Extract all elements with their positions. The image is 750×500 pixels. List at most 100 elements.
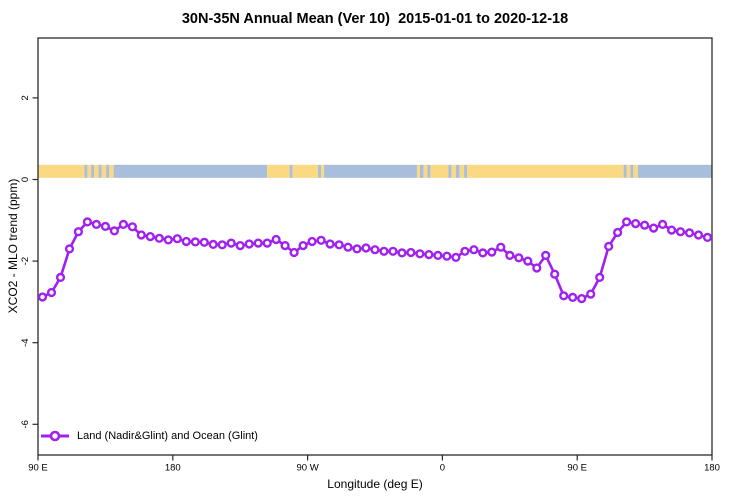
data-point: [370, 245, 380, 255]
map-strip-segment-land: [38, 164, 85, 178]
data-point: [684, 228, 695, 238]
data-point: [550, 269, 560, 279]
map-strip-segment-ocean: [637, 164, 712, 178]
data-point: [154, 233, 164, 243]
map-strip-segment-land: [292, 164, 319, 178]
map-strip-segment-ocean: [289, 164, 293, 178]
data-point: [73, 227, 84, 237]
data-point: [648, 223, 659, 233]
data-point: [559, 291, 569, 301]
x-tick-label: 90 E: [28, 463, 48, 474]
map-strip-segment-land: [101, 164, 107, 178]
data-point: [298, 241, 308, 251]
data-point: [379, 246, 389, 256]
x-tick-label: 180: [704, 463, 720, 474]
data-point: [352, 244, 362, 254]
data-point: [478, 248, 488, 258]
map-strip-segment-ocean: [630, 164, 634, 178]
legend: Land (Nadir&Glint) and Ocean (Glint): [40, 428, 258, 444]
map-strip-segment-land: [423, 164, 428, 178]
data-point: [657, 219, 668, 230]
data-point: [388, 246, 398, 256]
data-point: [595, 272, 605, 283]
data-point: [199, 237, 209, 247]
data-point: [145, 232, 155, 242]
legend-open-circle-icon: [49, 430, 61, 442]
data-point: [469, 245, 479, 255]
map-strip-segment-land: [416, 164, 420, 178]
data-point: [262, 238, 272, 248]
data-point: [397, 248, 407, 258]
map-strip-segment-ocean: [448, 164, 452, 178]
data-point: [612, 227, 623, 238]
map-strip-segment-land: [626, 164, 631, 178]
y-tick-label: 0: [20, 177, 31, 182]
data-point: [172, 234, 182, 244]
data-point: [433, 250, 443, 261]
data-point: [334, 240, 344, 250]
data-point: [586, 289, 596, 299]
map-strip-segment-ocean: [113, 164, 268, 178]
data-point: [208, 239, 218, 250]
data-point: [666, 225, 677, 235]
data-point: [343, 242, 353, 252]
map-strip-segment-ocean: [318, 164, 322, 178]
map-strip-segment-land: [633, 164, 638, 178]
data-point: [226, 238, 236, 248]
data-point: [280, 241, 290, 251]
data-point: [307, 236, 317, 247]
map-strip-segment-land: [267, 164, 290, 178]
map-strip-segment-ocean: [464, 164, 468, 178]
data-point: [271, 234, 281, 245]
data-point: [163, 235, 173, 245]
data-point: [604, 241, 614, 252]
data-point: [415, 249, 425, 259]
data-point: [91, 219, 102, 230]
data-point: [46, 287, 57, 298]
data-point: [541, 250, 551, 261]
data-point: [406, 247, 416, 258]
data-point: [82, 217, 93, 227]
data-point: [244, 239, 254, 249]
data-point: [568, 292, 578, 303]
legend-label: Land (Nadir&Glint) and Ocean (Glint): [77, 430, 258, 442]
map-strip-segment-ocean: [106, 164, 110, 178]
map-strip-segment-land: [459, 164, 465, 178]
map-strip-segment-land: [321, 164, 325, 178]
map-strip-segment-ocean: [324, 164, 417, 178]
data-point: [523, 256, 533, 266]
data-point: [621, 217, 632, 227]
data-point: [127, 222, 138, 232]
data-point: [630, 219, 641, 229]
data-point: [235, 241, 245, 251]
y-tick-label: -4: [20, 338, 31, 346]
data-point: [487, 247, 497, 257]
data-point: [253, 238, 263, 248]
plot-frame: [37, 37, 713, 456]
data-point: [496, 242, 506, 252]
data-point: [460, 246, 470, 256]
data-point: [55, 272, 66, 283]
map-strip-segment-ocean: [419, 164, 424, 178]
map-strip-segment-land: [467, 164, 624, 178]
map-strip-segment-land: [94, 164, 99, 178]
data-point: [702, 232, 713, 243]
data-point: [505, 250, 515, 261]
map-strip-segment-ocean: [455, 164, 460, 178]
data-point: [64, 244, 75, 254]
data-point: [316, 235, 326, 245]
data-point: [100, 221, 111, 232]
data-point: [325, 239, 335, 249]
data-point: [118, 219, 129, 230]
map-strip-segment-ocean: [98, 164, 102, 178]
data-point: [424, 250, 434, 260]
x-tick-label: 90 E: [567, 463, 587, 474]
chart-title: 30N-35N Annual Mean (Ver 10) 2015-01-01 …: [181, 11, 569, 27]
data-point: [442, 251, 452, 261]
data-point: [693, 230, 704, 240]
data-point: [514, 253, 524, 263]
y-tick-label: -2: [20, 257, 31, 265]
x-tick-label: 90 W: [297, 463, 319, 474]
data-point: [37, 292, 48, 302]
